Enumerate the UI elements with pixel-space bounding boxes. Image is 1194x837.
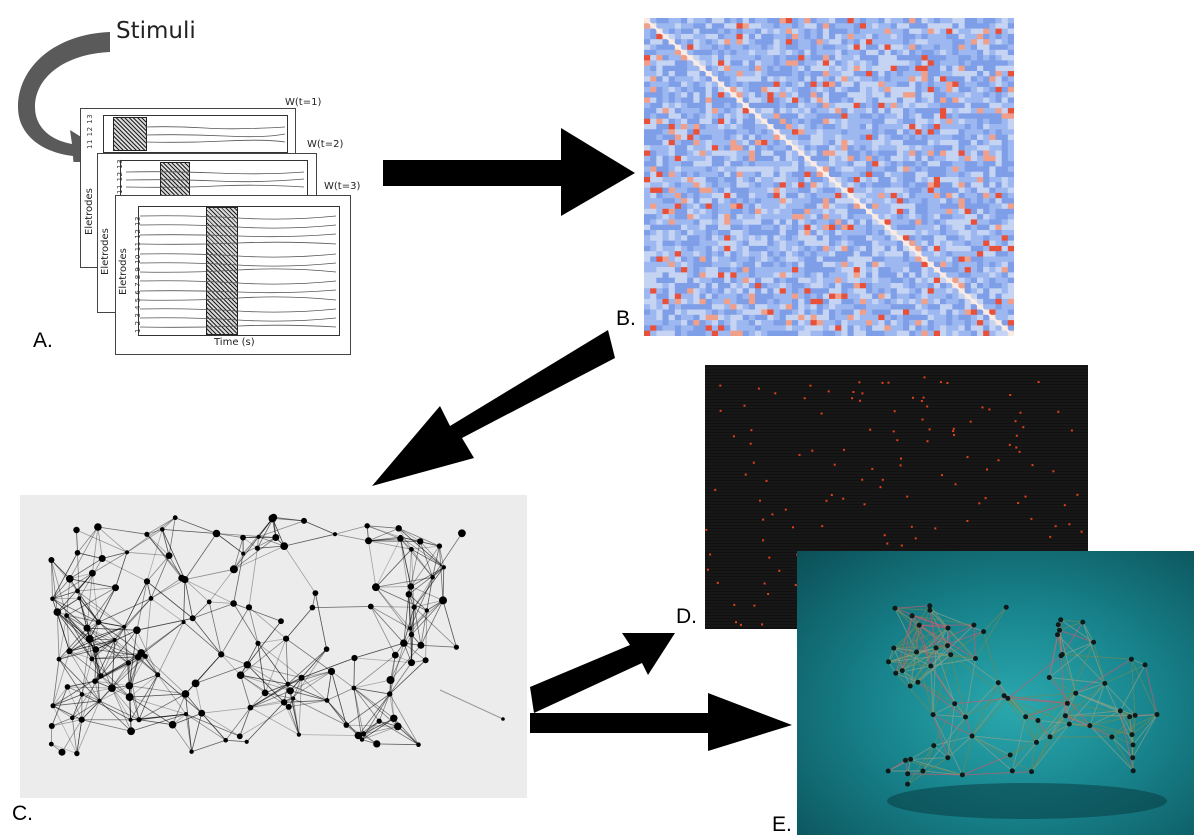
eeg-ylabel-2: Eletrodes bbox=[100, 228, 111, 275]
correlation-heatmap bbox=[644, 18, 1014, 336]
eeg-ticks-3: 1 2 3 4 5 6 7 8 9 10 11 12 13 bbox=[134, 216, 142, 333]
panel-label-b: B. bbox=[616, 307, 636, 331]
eeg-traces bbox=[140, 210, 336, 332]
eeg-ticks-1: 11 12 13 bbox=[86, 114, 94, 149]
stimuli-label: Stimuli bbox=[116, 18, 196, 44]
window-label-t1: W(t=1) bbox=[285, 97, 321, 108]
eeg-window-3: 1 2 3 4 5 6 7 8 9 10 11 12 13 Time (s) bbox=[115, 195, 351, 355]
3d-network-render bbox=[797, 551, 1194, 835]
arrow-b-to-c bbox=[370, 330, 615, 490]
arrows-c-to-d-e bbox=[530, 625, 800, 755]
eeg-xlabel: Time (s) bbox=[214, 337, 255, 348]
heatmap-cells bbox=[644, 18, 1014, 336]
panel-label-e: E. bbox=[772, 813, 792, 837]
eeg-ylabel-3: Eletrodes bbox=[118, 248, 129, 295]
eeg-ticks-2: 11 12 13 bbox=[116, 159, 124, 194]
network-graph bbox=[20, 495, 527, 798]
network-graph-panel bbox=[20, 495, 527, 798]
window-label-t3: W(t=3) bbox=[324, 181, 360, 192]
window-label-t2: W(t=2) bbox=[307, 139, 343, 150]
panel-label-c: C. bbox=[12, 802, 33, 826]
3d-network bbox=[797, 551, 1194, 835]
eeg-ylabel-1: Eletrodes bbox=[84, 188, 95, 235]
arrow-a-to-b bbox=[383, 128, 638, 218]
panel-label-a: A. bbox=[33, 329, 53, 353]
